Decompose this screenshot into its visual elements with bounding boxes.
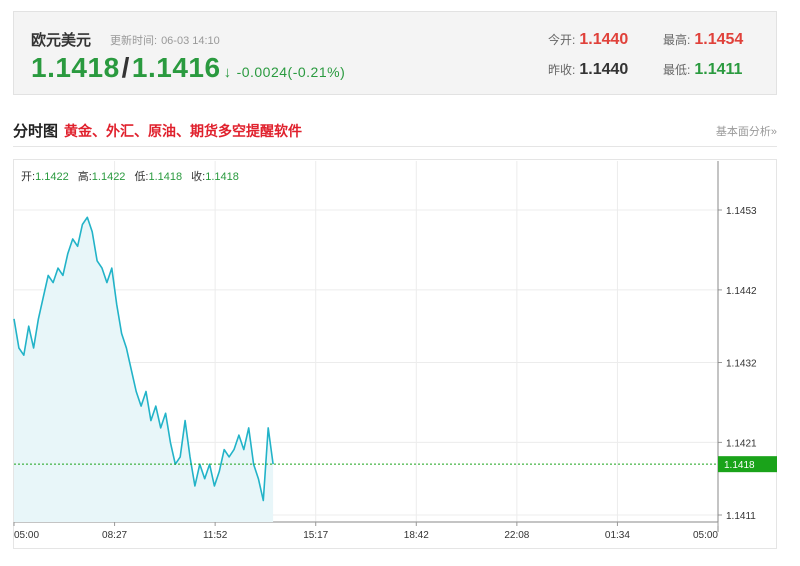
ohlc-close-label: 收: [191, 171, 206, 183]
today-open-label: 今开: [548, 33, 576, 47]
y-tick-label: 1.1453 [726, 206, 757, 217]
ask-price: 1.1416 [131, 52, 221, 83]
today-open: 今开: 1.1440 [548, 31, 628, 49]
y-tick-label: 1.1411 [726, 511, 756, 522]
today-open-value: 1.1440 [579, 31, 629, 48]
bid-price: 1.1418 [31, 52, 120, 83]
day-low-value: 1.1411 [694, 61, 743, 78]
price-area-fill [14, 217, 274, 523]
x-tick-label: 01:34 [605, 530, 630, 541]
section-title: 分时图 [13, 123, 59, 140]
current-price-marker [718, 456, 777, 473]
ohlc-open-label: 开: [21, 171, 36, 183]
update-time-value: 06-03 14:10 [161, 35, 220, 47]
y-tick-label: 1.1442 [726, 286, 757, 297]
ohlc-high-label: 高: [77, 171, 92, 183]
x-tick-label: 05:00 [14, 530, 39, 541]
x-tick-label: 15:17 [303, 530, 328, 541]
day-low-label: 最低: [663, 63, 691, 77]
ohlc-close-value: 1.1418 [205, 171, 239, 183]
fundamentals-link[interactable]: 基本面分析» [715, 126, 777, 138]
ohlc-readout: 开:1.1422 高:1.1422 低:1.1418 收:1.1418 [21, 168, 248, 184]
ohlc-low-value: 1.1418 [148, 171, 183, 183]
x-tick-label: 22:08 [504, 530, 529, 541]
ohlc-low-label: 低: [134, 171, 149, 183]
y-tick-label: 1.1421 [726, 438, 757, 449]
update-time: 更新时间: 06-03 14:10 [110, 32, 220, 48]
current-price-label: 1.1418 [724, 460, 755, 471]
ohlc-high-value: 1.1422 [91, 171, 126, 183]
x-tick-label: 11:52 [203, 530, 228, 541]
quote-header: 欧元美元 更新时间: 06-03 14:10 1.1418/1.1416 ↓ -0.0… [13, 11, 777, 95]
section-divider [13, 146, 777, 147]
prev-close-label: 昨收: [548, 63, 576, 77]
pair-name: 欧元美元 [31, 32, 92, 49]
y-tick-label: 1.1432 [726, 359, 757, 370]
x-tick-label: 05:00 [693, 530, 718, 541]
x-tick-label: 18:42 [404, 530, 429, 541]
promo-link[interactable]: 黄金、外汇、原油、期货多空提醒软件 [64, 123, 302, 139]
day-high-value: 1.1454 [694, 31, 744, 48]
x-tick-label: 08:27 [102, 530, 127, 541]
update-label: 更新时间: [110, 35, 158, 47]
price-line [13, 216, 274, 502]
price-change: -0.0024(-0.21%) [236, 64, 346, 80]
chart-frame [13, 159, 777, 549]
down-arrow-icon: ↓ [223, 64, 232, 81]
day-high: 最高: 1.1454 [663, 31, 743, 49]
ohlc-open-value: 1.1422 [35, 171, 69, 183]
prev-close-value: 1.1440 [579, 61, 629, 78]
bid-ask-price: 1.1418/1.1416 ↓ -0.0024(-0.21%) [31, 52, 345, 84]
prev-close: 昨收: 1.1440 [548, 61, 628, 79]
price-separator: / [121, 52, 130, 83]
day-high-label: 最高: [663, 33, 691, 47]
day-low: 最低: 1.1411 [663, 61, 742, 79]
